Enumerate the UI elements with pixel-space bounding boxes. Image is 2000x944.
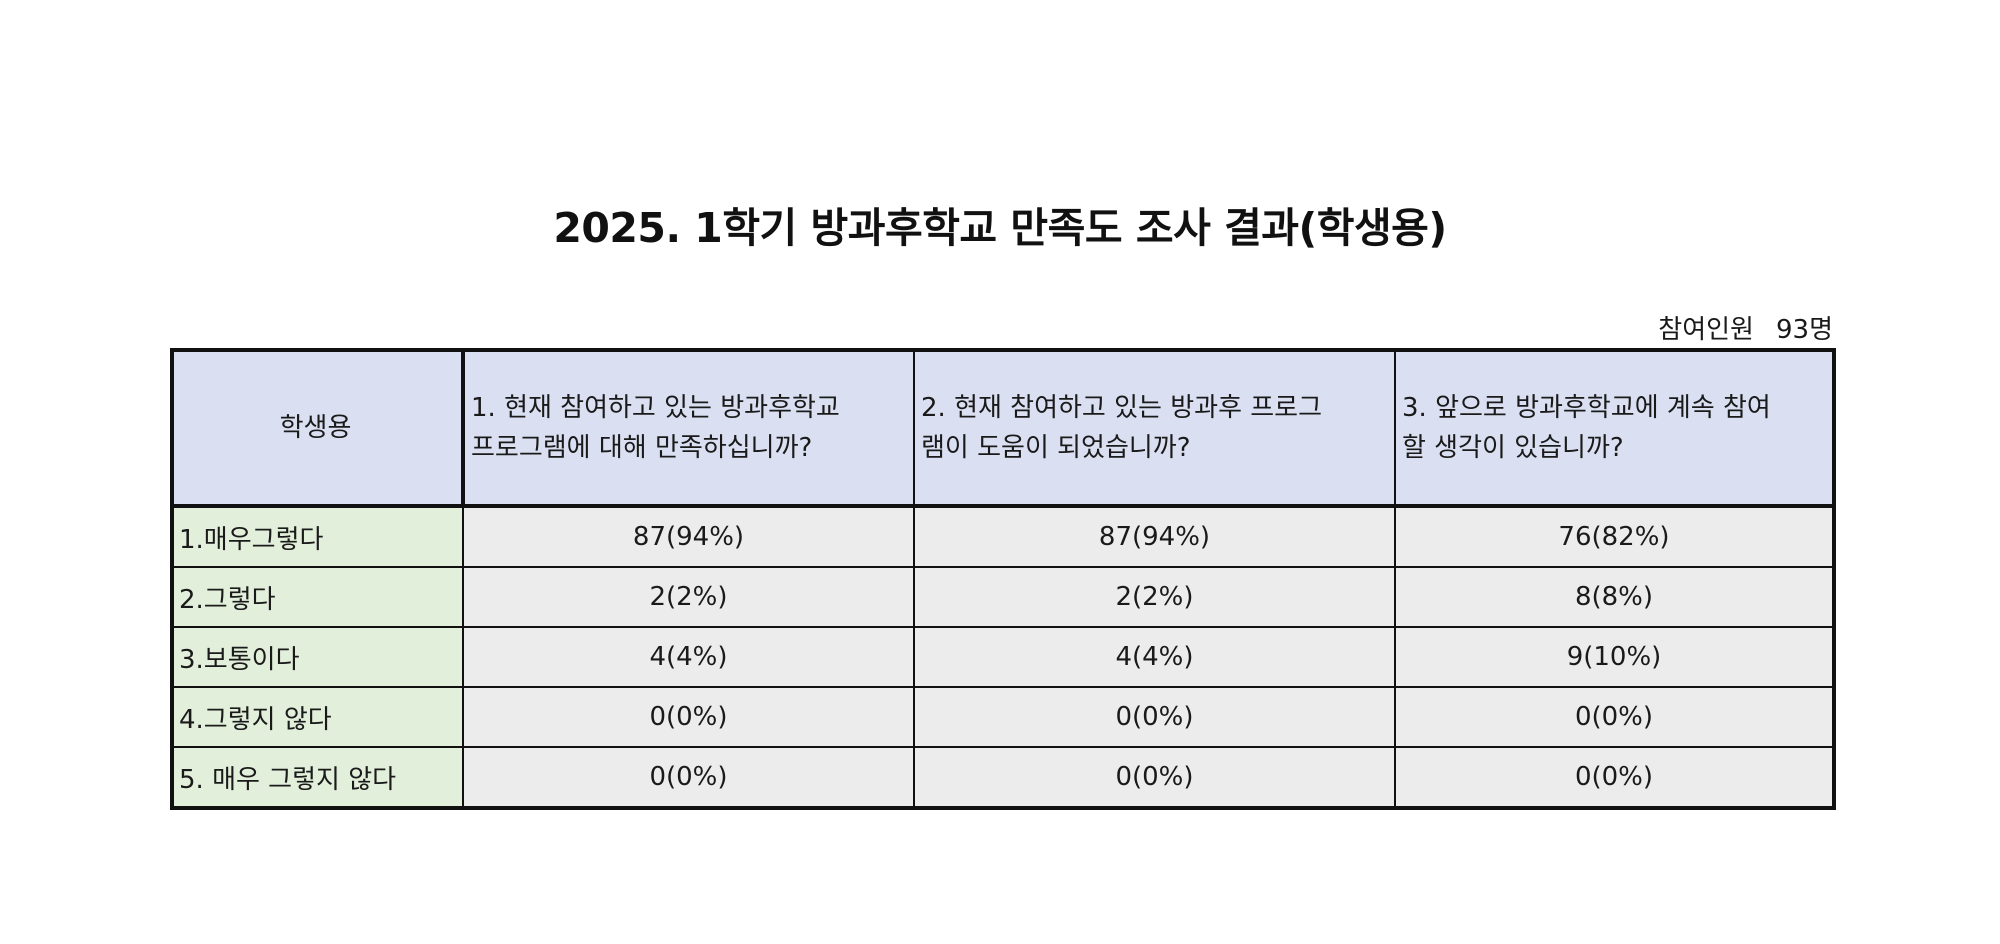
question-2-line-2: 램이 도움이 되었습니까? [921, 433, 1191, 463]
row-label: 1.매우그렇다 [170, 505, 464, 568]
question-header-1: 1. 현재 참여하고 있는 방과후학교 프로그램에 대해 만족하십니까? [462, 348, 915, 508]
table-cell: 0(0%) [913, 746, 1396, 810]
table-row: 1.매우그렇다 87(94%) 87(94%) 76(82%) [170, 505, 1836, 568]
survey-results-table: 학생용 1. 현재 참여하고 있는 방과후학교 프로그램에 대해 만족하십니까?… [170, 348, 1836, 810]
corner-header: 학생용 [170, 348, 465, 508]
table-cell: 0(0%) [462, 746, 915, 810]
participants-count: 참여인원 93명 [1658, 314, 1833, 346]
table-row: 5. 매우 그렇지 않다 0(0%) 0(0%) 0(0%) [170, 746, 1836, 810]
question-2-line-1: 2. 현재 참여하고 있는 방과후 프로그 [921, 393, 1323, 423]
page-title: 2025. 1학기 방과후학교 만족도 조사 결과(학생용) [553, 204, 1447, 252]
table-cell: 9(10%) [1394, 626, 1836, 688]
row-label: 4.그렇지 않다 [170, 686, 464, 748]
table-cell: 0(0%) [1394, 746, 1836, 810]
table-cell: 76(82%) [1394, 505, 1836, 568]
table-cell: 0(0%) [913, 686, 1396, 748]
row-label: 3.보통이다 [170, 626, 464, 688]
table-row: 2.그렇다 2(2%) 2(2%) 8(8%) [170, 566, 1836, 628]
question-3-line-1: 3. 앞으로 방과후학교에 계속 참여 [1402, 393, 1771, 423]
participants-value: 93명 [1775, 315, 1833, 345]
row-label: 5. 매우 그렇지 않다 [170, 746, 464, 810]
table-cell: 4(4%) [462, 626, 915, 688]
table-row: 3.보통이다 4(4%) 4(4%) 9(10%) [170, 626, 1836, 688]
question-header-3: 3. 앞으로 방과후학교에 계속 참여 할 생각이 있습니까? [1394, 348, 1836, 508]
question-1-line-1: 1. 현재 참여하고 있는 방과후학교 [471, 393, 840, 423]
table-cell: 0(0%) [462, 686, 915, 748]
question-1-line-2: 프로그램에 대해 만족하십니까? [471, 433, 813, 463]
table-cell: 4(4%) [913, 626, 1396, 688]
table-header-row: 학생용 1. 현재 참여하고 있는 방과후학교 프로그램에 대해 만족하십니까?… [170, 348, 1836, 508]
table-cell: 87(94%) [913, 505, 1396, 568]
table-cell: 2(2%) [913, 566, 1396, 628]
table-row: 4.그렇지 않다 0(0%) 0(0%) 0(0%) [170, 686, 1836, 748]
row-label: 2.그렇다 [170, 566, 464, 628]
participants-label: 참여인원 [1658, 315, 1754, 345]
table-cell: 87(94%) [462, 505, 915, 568]
table-cell: 8(8%) [1394, 566, 1836, 628]
question-header-2: 2. 현재 참여하고 있는 방과후 프로그 램이 도움이 되었습니까? [913, 348, 1396, 508]
table-cell: 2(2%) [462, 566, 915, 628]
question-3-line-2: 할 생각이 있습니까? [1402, 433, 1624, 463]
table-cell: 0(0%) [1394, 686, 1836, 748]
